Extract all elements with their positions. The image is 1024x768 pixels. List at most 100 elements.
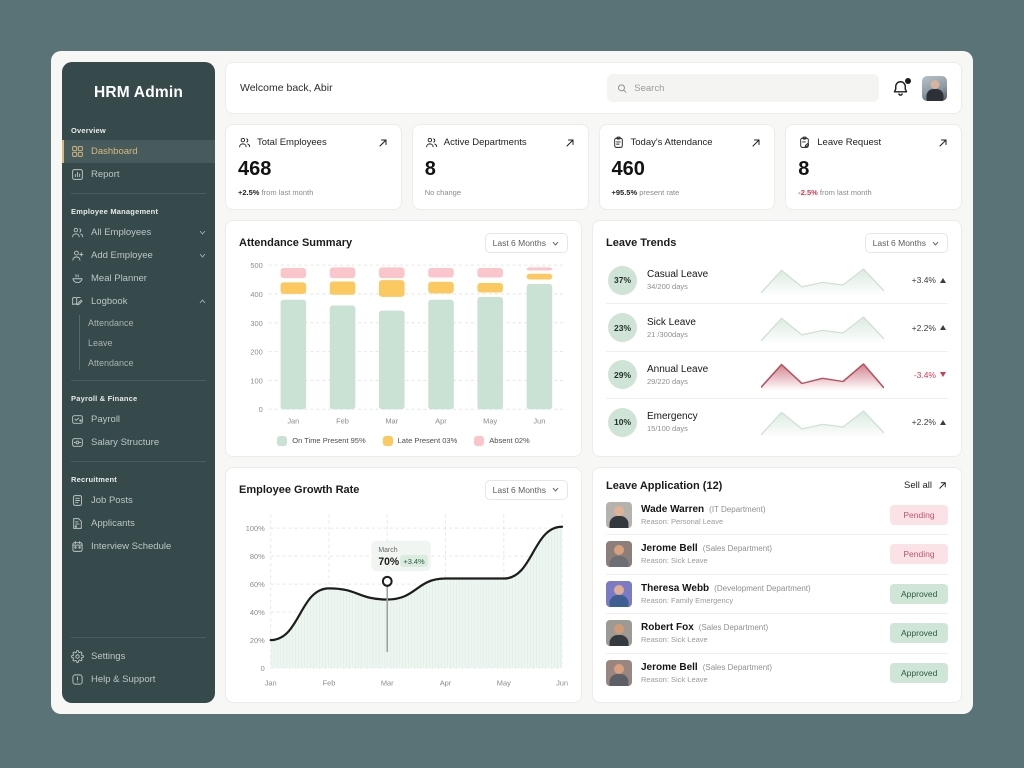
svg-text:300: 300: [250, 319, 262, 328]
applicant-info: Jerome Bell (Sales Department) Reason: Sic…: [641, 543, 881, 565]
app-brand-title: HRM Admin: [93, 84, 184, 101]
sidebar-item-report[interactable]: Report: [62, 163, 215, 186]
applicant-name: Jerome Bell: [641, 543, 698, 555]
arrow-up-right-icon[interactable]: [564, 137, 576, 149]
legend-swatch: [382, 435, 393, 446]
users-icon: [72, 227, 84, 238]
attendance-range-select[interactable]: Last 6 Months: [484, 233, 568, 253]
stat-card-header: Leave Request: [798, 136, 949, 149]
leave-trend-percent-badge: 29%: [608, 360, 637, 390]
svg-text:Jan: Jan: [287, 416, 299, 425]
logbook-icon: [72, 297, 83, 306]
search-box[interactable]: [607, 74, 879, 102]
search-input[interactable]: [634, 82, 869, 94]
sidebar-item-applicants[interactable]: Applicants: [62, 512, 215, 535]
status-badge-jerome-bell[interactable]: Pending: [890, 544, 948, 565]
stat-card-today-s-attendance[interactable]: Today's Attendance 460 +95.5% present rate: [598, 124, 776, 210]
status-badge-jerome-bell[interactable]: Approved: [890, 662, 948, 683]
see-all-link[interactable]: Sell all: [904, 480, 948, 491]
svg-text:Mar: Mar: [385, 416, 398, 425]
leave-trend-row[interactable]: 37% Casual Leave 34/200 days +3.4%: [606, 257, 948, 305]
sidebar-item-payroll[interactable]: Payroll: [62, 408, 215, 431]
leave-application-row[interactable]: Jerome Bell (Sales Department) Reason: Sic…: [606, 535, 948, 575]
svg-text:Apr: Apr: [440, 678, 452, 687]
leave-application-row[interactable]: Robert Fox (Sales Department) Reason: Sick…: [606, 614, 948, 654]
applicant-name: Robert Fox: [641, 622, 694, 634]
svg-text:Apr: Apr: [435, 416, 447, 425]
arrow-up-right-icon[interactable]: [937, 137, 949, 149]
svg-text:Jun: Jun: [556, 678, 568, 687]
user-avatar[interactable]: [922, 75, 947, 101]
leave-trend-percent-badge: 23%: [608, 313, 637, 343]
sidebar-item-label: Meal Planner: [91, 273, 147, 284]
attendance-summary-header: Attendance Summary Last 6 Months: [239, 233, 568, 253]
leave-application-row[interactable]: Theresa Webb (Development Department) Reas…: [606, 575, 948, 614]
sidebar-subitem-attendance-0[interactable]: Attendance: [88, 318, 134, 328]
svg-text:400: 400: [250, 290, 262, 299]
leave-application-title: Leave Application (12): [606, 479, 723, 492]
triangle-up-icon: [940, 419, 946, 425]
leave-trend-texts: Annual Leave 29/220 days: [647, 364, 751, 386]
leave-trend-delta: -3.4%: [894, 370, 946, 380]
leave-application-row[interactable]: Wade Warren (IT Department) Reason: Person…: [606, 496, 948, 535]
triangle-up-icon: [940, 325, 946, 331]
stat-card-leave-request[interactable]: Leave Request 8 -2.5% from last month: [785, 124, 962, 210]
applicant-department: (Development Department): [714, 583, 811, 593]
sidebar-item-all-employees[interactable]: All Employees: [62, 221, 215, 244]
stat-card-total-employees[interactable]: Total Employees 468 +2.5% from last month: [225, 124, 402, 210]
employee-growth-header: Employee Growth Rate Last 6 Months: [239, 479, 568, 500]
attendance-summary-panel: Attendance Summary Last 6 Months 0 100 200…: [225, 220, 582, 457]
applicant-avatar: [606, 620, 632, 647]
sidebar-item-job-posts[interactable]: Job Posts: [62, 489, 215, 512]
stat-card-header: Total Employees: [238, 136, 389, 149]
sidebar-section-label: Overview: [71, 126, 106, 135]
sidebar-subitem-leave-1[interactable]: Leave: [88, 338, 113, 348]
svg-text:May: May: [483, 416, 497, 425]
legend-label: Absent 02%: [489, 436, 530, 445]
sidebar-section-label: Payroll & Finance: [71, 394, 138, 403]
leave-trend-delta: +2.2%: [894, 323, 946, 333]
sidebar-item-logbook[interactable]: Logbook: [62, 290, 215, 313]
stat-card-value: 8: [798, 158, 810, 180]
leave-trend-texts: Sick Leave 21 /300days: [647, 317, 751, 339]
sidebar-subitem-attendance-2[interactable]: Attendance: [88, 358, 134, 368]
growth-range-select[interactable]: Last 6 Months: [484, 479, 568, 500]
stat-card-title: Total Employees: [257, 137, 327, 148]
status-badge-theresa-webb[interactable]: Approved: [890, 583, 948, 604]
svg-text:March: March: [378, 546, 397, 553]
leave-trend-row[interactable]: 10% Emergency 15/100 days +2.2%: [606, 399, 948, 445]
notification-bell-icon[interactable]: [891, 77, 911, 98]
sidebar-item-dashboard[interactable]: Dashboard: [62, 140, 215, 163]
leave-trend-name: Emergency: [647, 411, 698, 423]
applicant-department: (IT Department): [709, 504, 766, 514]
status-badge-robert-fox[interactable]: Approved: [890, 623, 948, 644]
leave-trend-days: 29/220 days: [647, 376, 688, 386]
legend-swatch: [277, 435, 288, 446]
arrow-up-right-icon[interactable]: [750, 137, 762, 149]
sidebar-item-add-employee[interactable]: Add Employee: [62, 244, 215, 267]
sparkline-casual-leave: [761, 268, 884, 296]
sidebar-item-help-support[interactable]: Help & Support: [62, 668, 215, 691]
leave-trend-row[interactable]: 23% Sick Leave 21 /300days +2.2%: [606, 304, 948, 352]
sidebar-item-interview-schedule[interactable]: Interview Schedule: [62, 535, 215, 558]
stat-delta: +95.5%: [611, 188, 638, 197]
bar-ontime-Apr: [428, 299, 454, 410]
applicant-info: Wade Warren (IT Department) Reason: Person…: [641, 504, 881, 526]
applicant-avatar: [606, 501, 632, 528]
arrow-up-right-icon[interactable]: [377, 137, 389, 149]
sidebar-item-settings[interactable]: Settings: [62, 645, 215, 668]
leave-trend-texts: Emergency 15/100 days: [647, 411, 751, 433]
sidebar-item-meal-planner[interactable]: Meal Planner: [62, 267, 215, 290]
leave-application-row[interactable]: Jerome Bell (Sales Department) Reason: Sic…: [606, 654, 948, 693]
leave-trend-row[interactable]: 29% Annual Leave 29/220 days -3.4%: [606, 352, 948, 400]
chevron-up-icon: [199, 299, 206, 304]
bar-late-Jan: [280, 282, 307, 294]
sidebar-item-salary-structure[interactable]: Salary Structure: [62, 431, 215, 454]
stat-card-active-departments[interactable]: Active Departments 8 No change: [411, 124, 589, 210]
bar-absent-Mar: [378, 267, 405, 279]
sidebar-divider: [71, 380, 206, 381]
status-badge-wade-warren[interactable]: Pending: [890, 504, 948, 525]
svg-text:100: 100: [250, 376, 262, 385]
charts-row-bottom: Employee Growth Rate Last 6 Months 0 20% 4…: [225, 466, 962, 703]
leave-trends-range-select[interactable]: Last 6 Months: [864, 233, 948, 253]
